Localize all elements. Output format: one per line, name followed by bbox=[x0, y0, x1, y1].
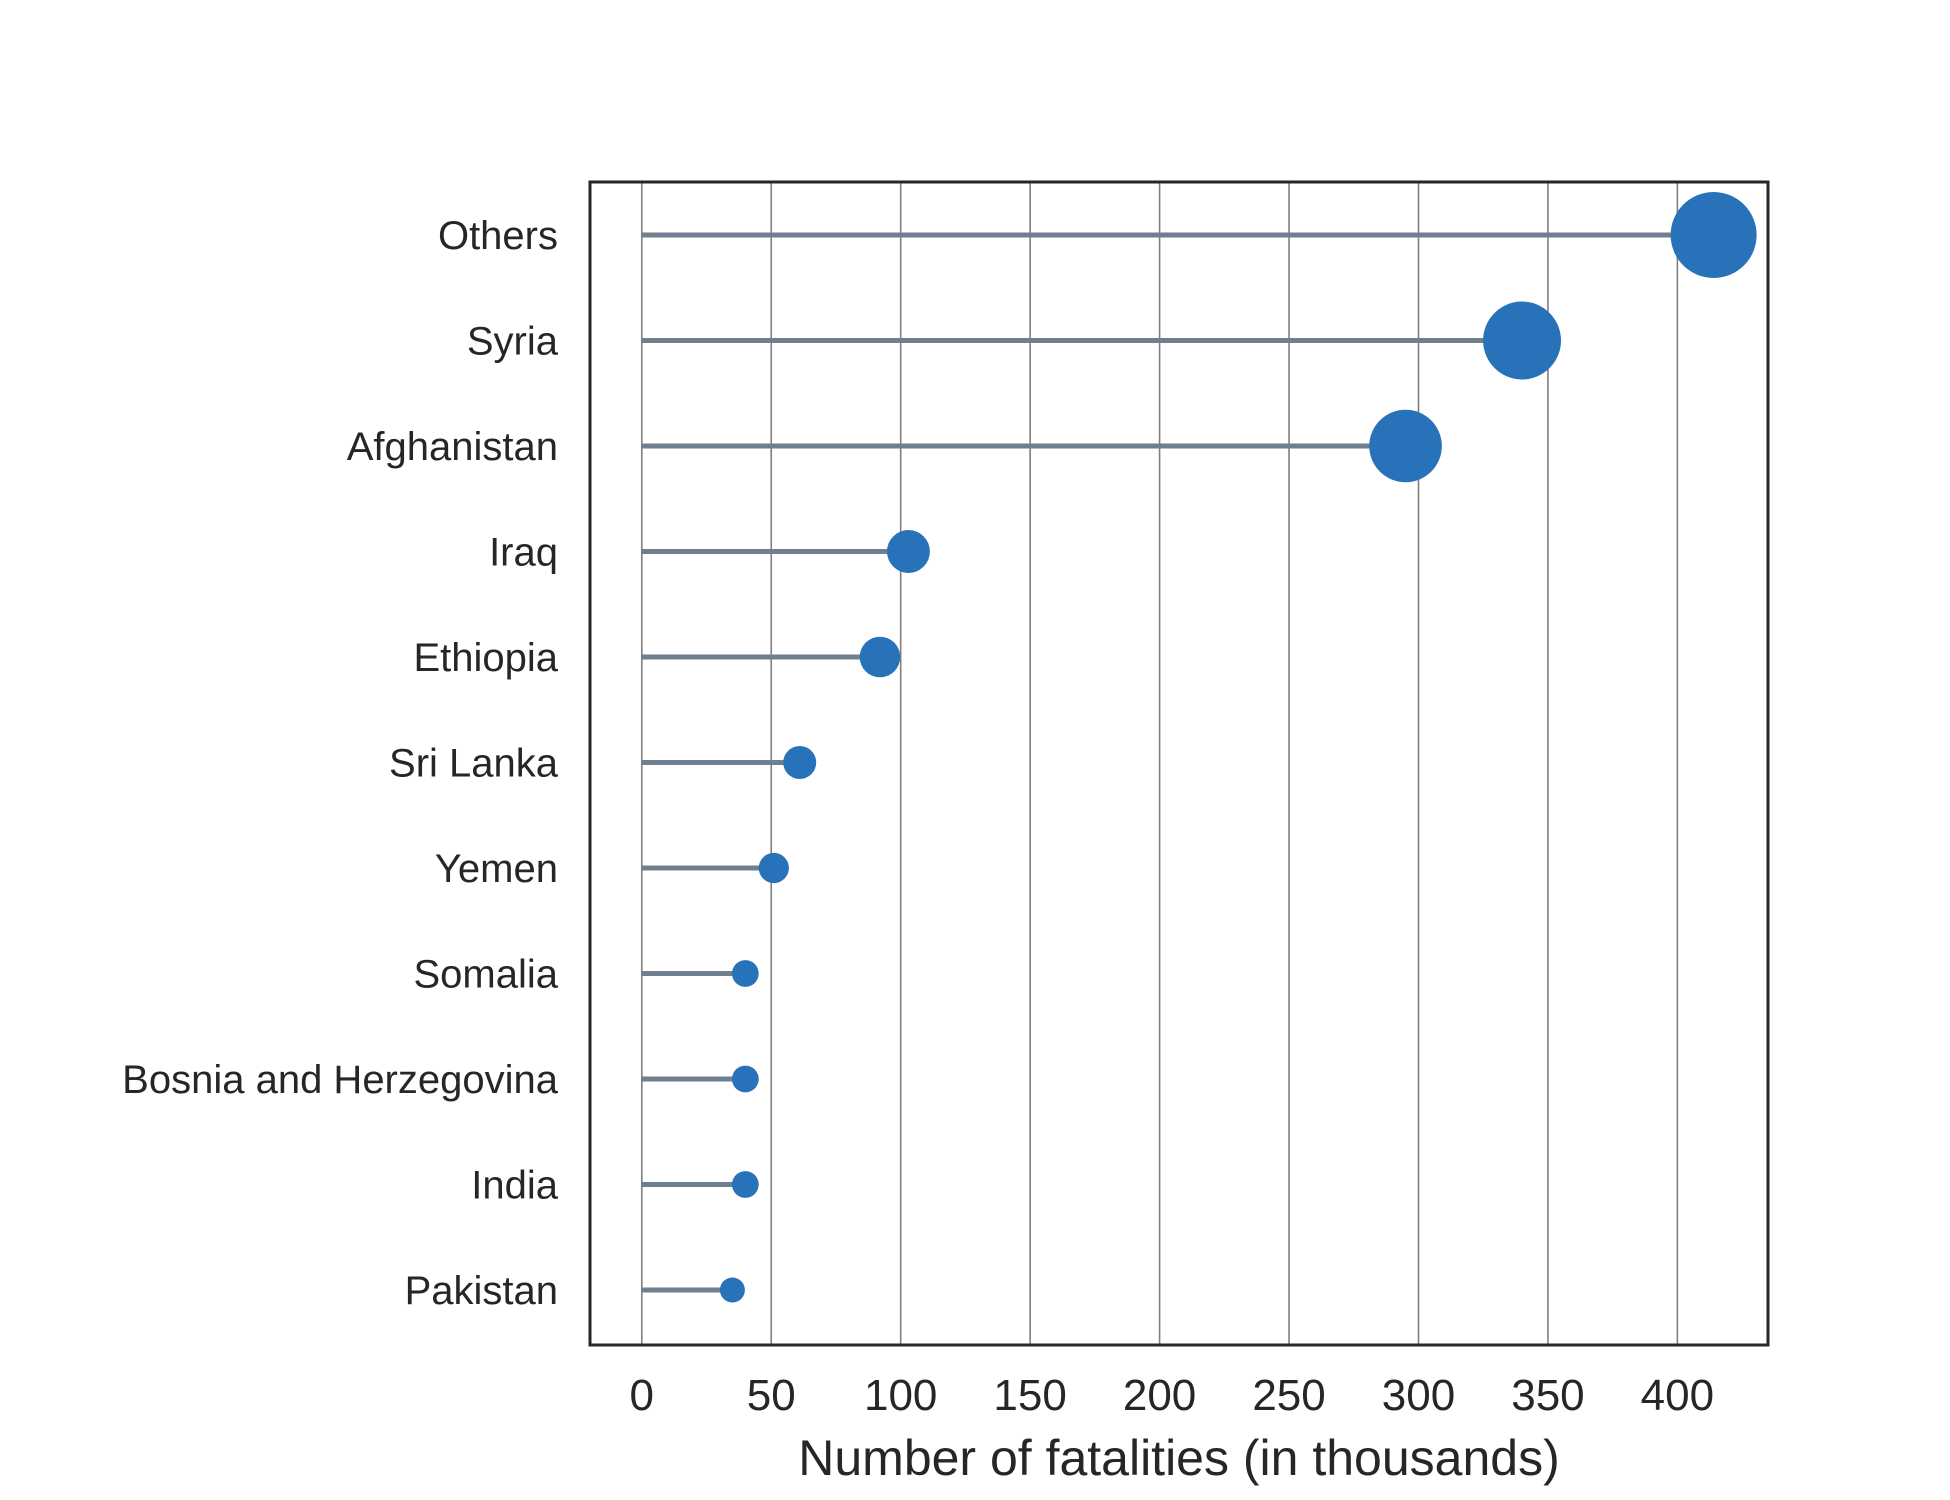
x-tick-label-200: 200 bbox=[1123, 1371, 1196, 1420]
x-tick-label-100: 100 bbox=[864, 1371, 937, 1420]
markers bbox=[719, 192, 1757, 1303]
y-tick-label-bosnia-and-herzegovina: Bosnia and Herzegovina bbox=[122, 1058, 559, 1102]
y-tick-label-somalia: Somalia bbox=[413, 953, 558, 997]
y-tick-label-others: Others bbox=[438, 214, 558, 258]
x-tick-label-50: 50 bbox=[747, 1371, 796, 1420]
marker-ethiopia bbox=[859, 636, 901, 678]
marker-iraq bbox=[887, 530, 930, 573]
x-tick-label-300: 300 bbox=[1382, 1371, 1455, 1420]
marker-india bbox=[731, 1171, 759, 1198]
y-tick-label-iraq: Iraq bbox=[489, 531, 558, 575]
stems bbox=[641, 232, 1714, 1293]
y-tick-label-india: India bbox=[471, 1164, 558, 1208]
marker-pakistan bbox=[719, 1277, 745, 1303]
marker-others bbox=[1670, 192, 1757, 278]
x-tick-label-250: 250 bbox=[1252, 1371, 1325, 1420]
marker-afghanistan bbox=[1369, 409, 1442, 483]
y-tick-label-syria: Syria bbox=[467, 320, 559, 364]
marker-bosnia-and-herzegovina bbox=[731, 1065, 759, 1093]
x-tick-label-400: 400 bbox=[1641, 1371, 1714, 1420]
x-tick-label-0: 0 bbox=[630, 1371, 654, 1420]
grid-lines bbox=[640, 182, 1679, 1345]
y-tick-label-sri-lanka: Sri Lanka bbox=[389, 742, 559, 786]
marker-sri-lanka bbox=[783, 745, 817, 780]
y-tick-label-yemen: Yemen bbox=[435, 847, 558, 891]
marker-yemen bbox=[758, 852, 789, 884]
x-tick-label-350: 350 bbox=[1511, 1371, 1584, 1420]
marker-somalia bbox=[731, 960, 759, 987]
y-tick-labels: Others Syria Afghanistan Iraq Ethiopia Sri La… bbox=[122, 214, 559, 1313]
plot-frame bbox=[588, 180, 1770, 1347]
x-axis-label: Number of fatalities (in thousands) bbox=[798, 1430, 1559, 1486]
marker-syria bbox=[1483, 301, 1562, 380]
x-tick-label-150: 150 bbox=[993, 1371, 1066, 1420]
y-tick-label-pakistan: Pakistan bbox=[405, 1269, 558, 1313]
y-tick-label-ethiopia: Ethiopia bbox=[413, 636, 558, 680]
y-tick-label-afghanistan: Afghanistan bbox=[347, 425, 558, 469]
x-tick-labels: 0 50 100 150 200 250 300 350 400 bbox=[630, 1371, 1715, 1420]
